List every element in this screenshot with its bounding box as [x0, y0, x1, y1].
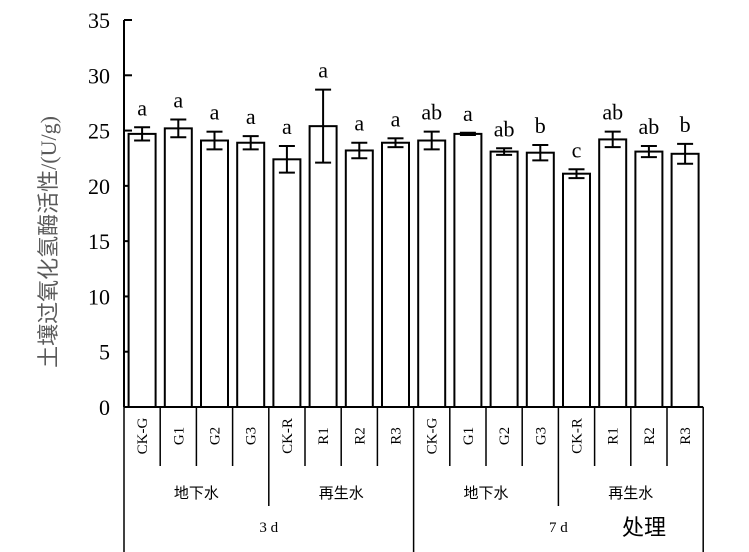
x-tick-label: R3	[678, 427, 694, 445]
x-tick-label: R1	[316, 427, 332, 445]
bar	[381, 141, 410, 408]
x-axis: CK-G G1 G2 G3 CK-R R1 R2 R3 CK-G G1 G2 G3 CK-R R1 R2 R3	[123, 406, 704, 466]
x-tick-label: G3	[244, 427, 260, 445]
x-tick-label: R2	[642, 427, 658, 445]
significance-label: a	[318, 58, 328, 83]
significance-label: ab	[639, 114, 660, 139]
bar	[489, 150, 519, 408]
bar	[634, 150, 664, 408]
bars	[127, 125, 700, 409]
bar	[308, 125, 338, 409]
group-labels: 地下水 再生水 地下水 再生水 3 d 7 d	[123, 466, 704, 552]
significance-label: a	[137, 95, 147, 120]
bar	[453, 132, 483, 408]
significance-label: ab	[602, 100, 623, 125]
bar	[670, 152, 700, 408]
y-tick-label: 25	[88, 119, 110, 144]
y-axis-label: 土壤过氧化氢酶活性/(U/g)	[36, 116, 61, 368]
water-group-label: 再生水	[608, 485, 653, 502]
bar	[562, 172, 591, 408]
x-tick-label: R3	[389, 427, 405, 445]
bar	[200, 139, 229, 408]
x-tick-label: G3	[533, 427, 549, 445]
time-group-label: 7 d	[549, 520, 568, 536]
y-tick-label: 0	[99, 395, 110, 420]
y-tick-label: 15	[88, 229, 110, 254]
x-tick-label: R2	[352, 427, 368, 445]
x-tick-label: CK-R	[280, 418, 296, 454]
x-axis-label: 处理	[622, 515, 666, 540]
water-group-label: 地下水	[463, 485, 508, 502]
x-tick-label: G2	[497, 427, 513, 445]
significance-label: a	[354, 111, 364, 136]
water-group-label: 地下水	[174, 485, 219, 502]
significance-label: a	[463, 101, 473, 126]
significance-label: a	[210, 100, 220, 125]
bar	[344, 149, 374, 409]
significance-label: b	[680, 112, 691, 137]
y-axis: 0 5 10 15 20 25 30 35	[88, 8, 132, 420]
x-tick-label: CK-G	[425, 418, 441, 455]
significance-label: a	[246, 104, 256, 129]
significance-label: ab	[421, 100, 442, 125]
bar	[525, 151, 555, 408]
bar	[163, 127, 193, 409]
bar	[272, 158, 302, 408]
x-tick-label: CK-R	[570, 418, 586, 454]
y-tick-label: 10	[88, 284, 110, 309]
bar	[417, 139, 447, 408]
error-bars	[134, 88, 694, 180]
significance-label: b	[535, 113, 546, 138]
significance-label: a	[282, 114, 292, 139]
time-group-label: 3 d	[259, 520, 278, 536]
significance-label: ab	[494, 116, 515, 141]
y-tick-label: 20	[88, 174, 110, 199]
water-group-label: 再生水	[319, 485, 364, 502]
x-tick-label: R1	[606, 427, 622, 445]
y-tick-label: 30	[88, 63, 110, 88]
y-tick-label: 5	[99, 340, 110, 365]
x-tick-label: G1	[461, 427, 477, 445]
bar	[236, 141, 266, 408]
significance-label: c	[572, 137, 582, 162]
x-tick-label: G2	[208, 427, 224, 445]
bar	[598, 138, 628, 408]
significance-label: a	[173, 88, 183, 113]
bar	[127, 132, 157, 408]
y-tick-label: 35	[88, 8, 110, 33]
x-tick-label: CK-G	[135, 418, 151, 455]
x-tick-label: G1	[171, 427, 187, 445]
significance-label: a	[391, 106, 401, 131]
